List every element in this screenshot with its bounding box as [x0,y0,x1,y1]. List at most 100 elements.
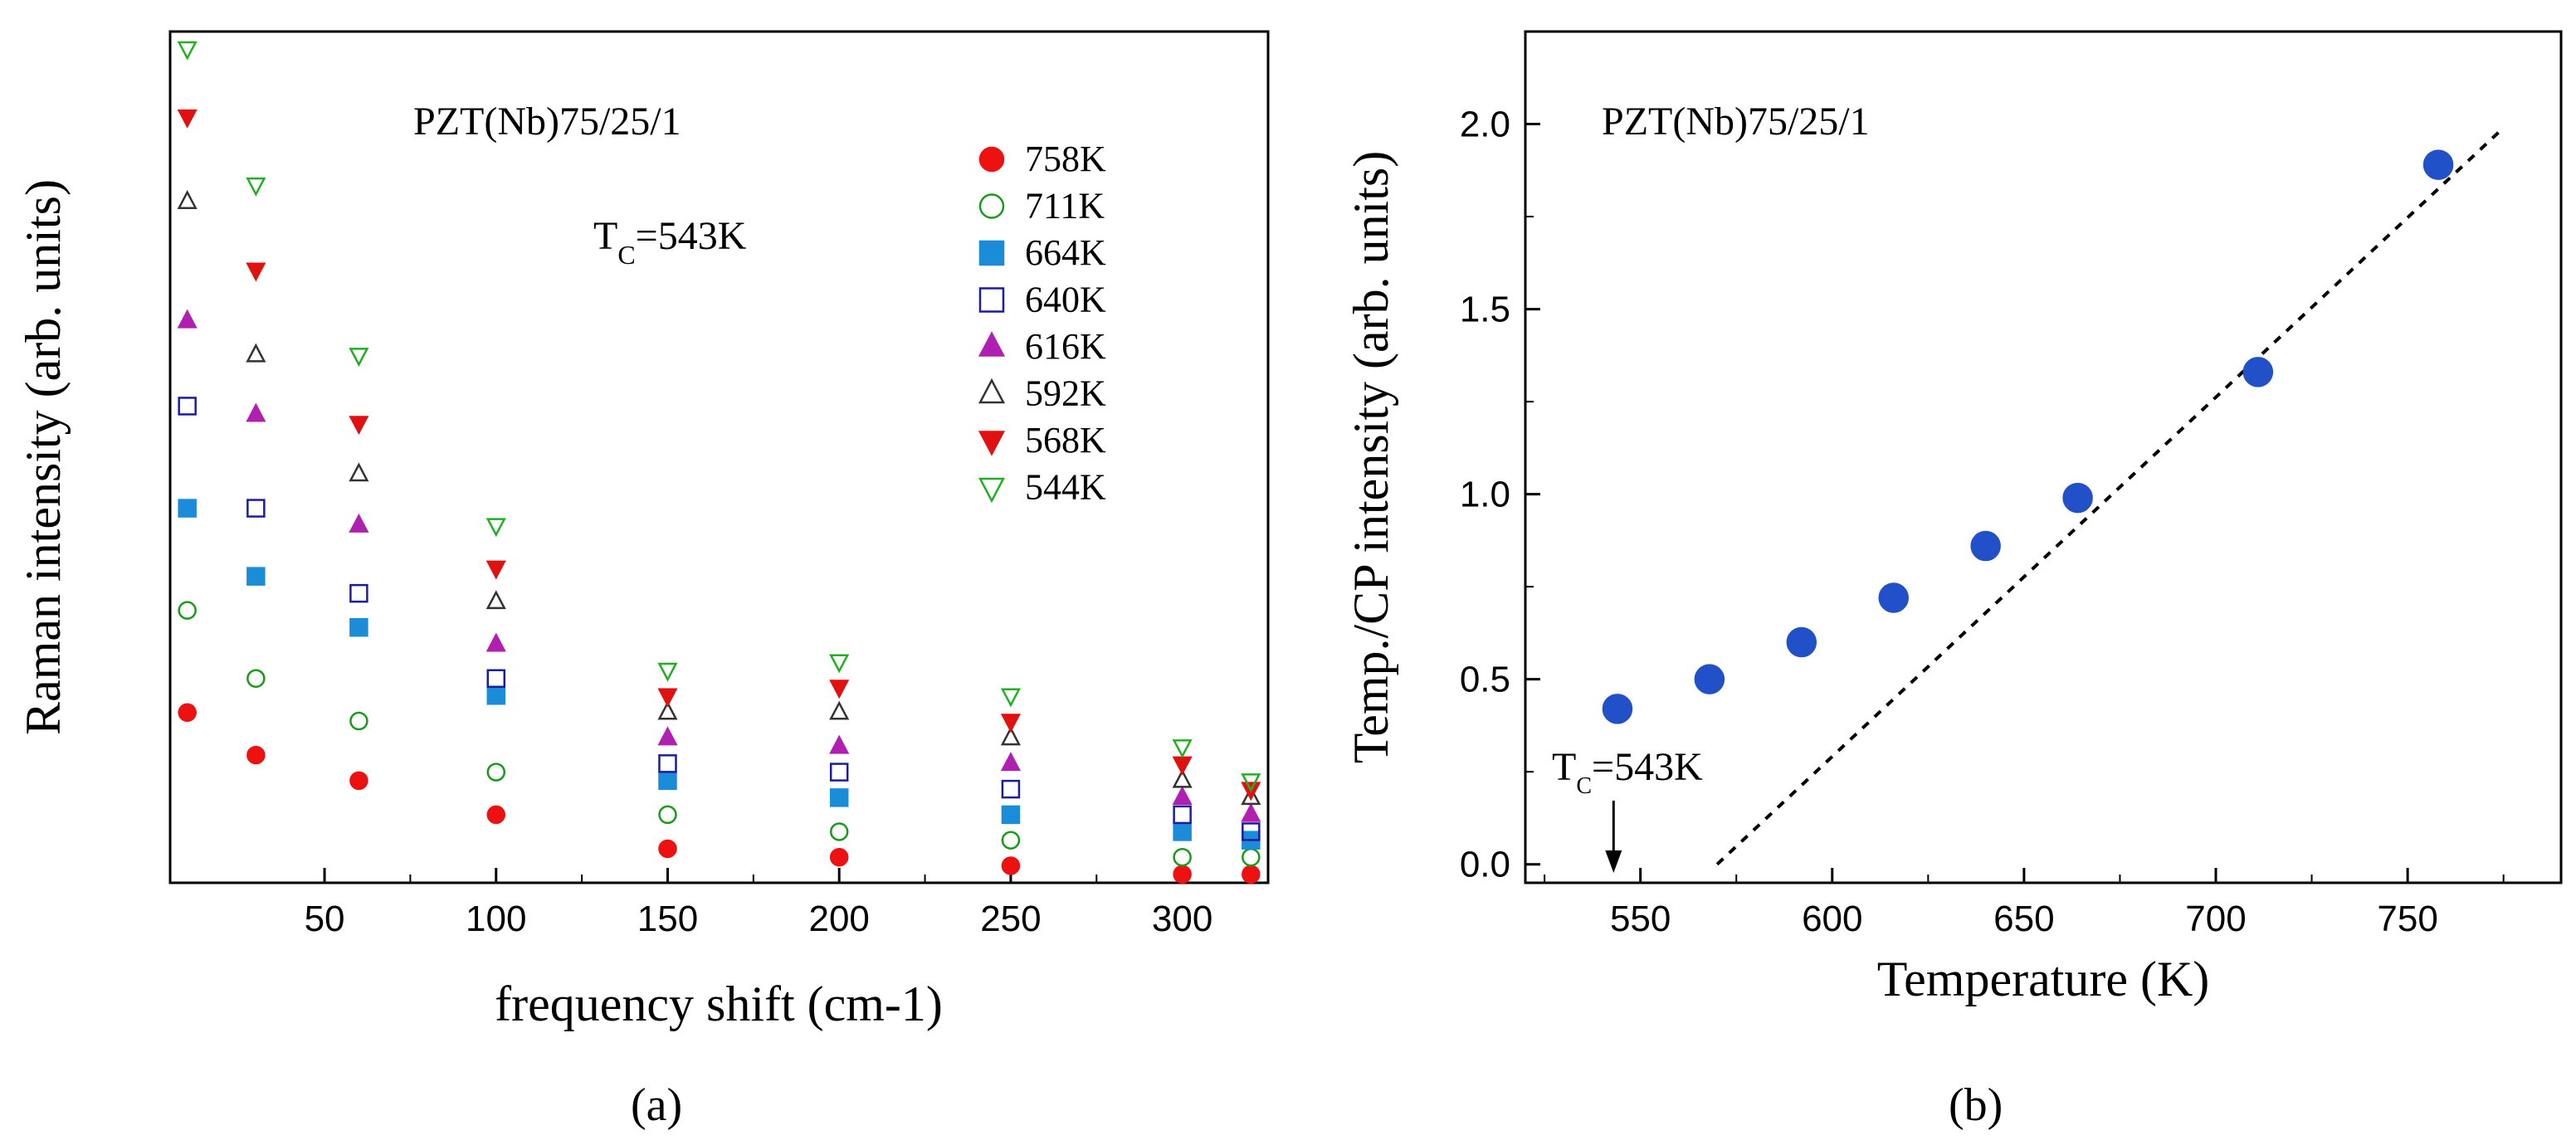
panel-a-point [349,348,369,368]
panel-a-x-tick-label: 150 [637,899,698,939]
panel-b-x-tick-label: 600 [1802,899,1862,939]
panel-a-point [1001,805,1021,825]
panel-a-point [246,402,266,422]
legend-marker [978,287,1005,313]
legend-marker [978,146,1005,173]
panel-a-point [246,499,266,518]
panel-a-point [485,560,506,580]
panel-b-x-tick-label: 700 [2185,899,2246,939]
legend-marker [978,431,1006,456]
panel-a-x-tick-label: 250 [980,899,1041,939]
panel-a-point [1172,768,1193,788]
panel-b-x-ticks: 550 600 650 700 750 [1544,868,2505,939]
panel-a-point [829,680,850,699]
panel-b-y-tick-label: 2.0 [1460,105,1510,145]
legend-marker [978,378,1006,404]
panel-b-sample-label: PZT(Nb)75/25/1 [1602,100,1870,144]
panel-a-point [177,109,198,129]
panel-a-point [349,513,369,533]
legend-entry-592K: 592K [978,373,1106,414]
panel-a-point [246,745,266,765]
panel-b-y-tick-label: 0.5 [1460,660,1510,700]
panel-b-point [1878,582,1909,613]
panel-a-point [349,617,368,637]
panel-a-point [1173,847,1192,867]
panel-b-x-tick-label: 750 [2377,899,2437,939]
panel-a-series-592K [177,190,1261,806]
panel-a-point [349,583,368,603]
panel-a-point [1001,779,1021,799]
panel-a-point [177,41,198,61]
legend-entry-568K: 568K [978,420,1106,460]
panel-a-plot-frame [168,30,1270,884]
panel-b-y-tick-label: 1.5 [1460,290,1510,330]
panel-b-point [1786,626,1817,658]
panel-b-y-ticks: 0.0 0.5 1.0 1.5 2.0 [1460,105,1540,885]
panel-a-point [246,262,266,282]
legend-entry-616K: 616K [978,326,1106,367]
panel-a-point [1000,714,1021,733]
panel-b-point [1970,530,2001,562]
panel-a-point [1172,756,1193,776]
panel-a-point [829,822,849,841]
panel-a-point [1173,805,1192,825]
legend-marker [978,240,1005,266]
legend-label: 664K [1025,232,1106,273]
panel-b-y-tick-label: 0.0 [1460,845,1510,885]
panel-a-point [178,499,197,518]
panel-a-point [486,686,506,705]
panel-a-point [246,343,266,363]
panel-b-data [1602,149,2454,724]
panel-b-tc-label: TC=543K [1552,745,1703,799]
panel-a-point [829,762,849,782]
panel-a-point [177,190,198,209]
panel-a-point [485,518,506,538]
panel-a-series-664K [178,499,1261,850]
panel-a-point [1001,831,1021,850]
panel-a-x-tick-label: 300 [1152,899,1212,939]
panel-b-plot-frame [1524,30,2563,884]
panel-b-y-tick-label: 1.0 [1460,475,1510,515]
panel-a-x-tick-label: 100 [466,899,526,939]
panel-a-label: (a) [631,1079,682,1131]
panel-a-point [657,700,678,720]
legend-label: 568K [1025,420,1106,460]
panel-a-point [485,590,506,610]
panel-a-point [486,762,506,782]
legend-entry-640K: 640K [978,280,1106,320]
panel-a-data [177,41,1261,884]
panel-a-point [829,734,850,754]
fit-line [1715,126,2505,866]
panel-b-label: (b) [1949,1079,2003,1131]
panel-a-series-758K [178,703,1261,884]
panel-a-point [829,654,850,674]
panel-a-y-axis-title: Raman intensity (arb. units) [16,179,71,735]
panel-b-tc-arrow [1605,801,1622,873]
panel-a-point [349,771,368,791]
panel-a-point [1172,786,1193,806]
panel-b-fit-line [1715,126,2505,866]
panel-a-point [1172,739,1193,759]
panel-a-x-ticks: 50 100 150 200 250 300 [305,868,1212,939]
panel-b-y-axis-title: Temp./CP intensity (arb. units) [1344,151,1398,764]
panel-a-series-640K [178,397,1261,841]
legend-marker [978,193,1005,219]
panel-b-point [1602,694,1633,724]
panel-a-point [657,726,678,746]
panel-a-point [658,754,677,773]
legend-marker [978,477,1006,504]
panel-a-point [178,601,197,620]
legend-label: 592K [1025,373,1106,414]
panel-a-point [1000,688,1021,708]
panel-a-point [178,703,197,723]
panel-a-series-568K [177,109,1261,801]
panel-a-x-axis-title: frequency shift (cm-1) [495,977,943,1031]
legend-entry-544K: 544K [978,467,1106,508]
panel-a-point [657,662,678,682]
panel-a-point [1000,752,1021,772]
legend-label: 544K [1025,467,1106,508]
panel-a-point [1173,822,1192,841]
panel-a-point [485,632,506,652]
panel-b-point [2062,482,2093,514]
